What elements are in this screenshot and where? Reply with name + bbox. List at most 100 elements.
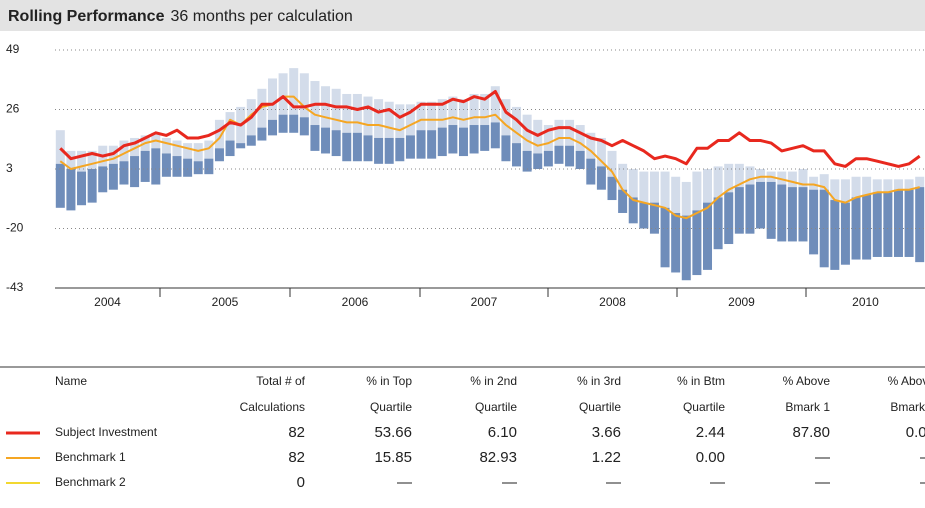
range-bar-lower bbox=[649, 202, 659, 234]
range-bar-upper bbox=[427, 101, 437, 131]
range-bar-lower bbox=[787, 187, 797, 242]
table-cell: — bbox=[815, 474, 830, 491]
range-bar-upper bbox=[278, 73, 288, 115]
range-bar-upper bbox=[352, 93, 362, 133]
range-bar-lower bbox=[130, 156, 140, 188]
range-bar-lower bbox=[904, 189, 914, 257]
table-cell: 6.10 bbox=[488, 424, 517, 441]
table-cell: 82 bbox=[288, 424, 305, 441]
range-bar-lower bbox=[427, 130, 437, 159]
range-bar-lower bbox=[384, 137, 394, 164]
range-bar-upper bbox=[130, 137, 140, 157]
range-bar-lower bbox=[840, 202, 850, 265]
row-name: Benchmark 1 bbox=[55, 450, 126, 464]
range-bar-lower bbox=[512, 143, 522, 167]
range-bar-upper bbox=[161, 137, 171, 154]
range-bar-lower bbox=[55, 163, 65, 208]
range-bar-upper bbox=[915, 176, 925, 188]
range-bar-upper bbox=[342, 93, 352, 133]
range-bar-lower bbox=[183, 158, 193, 177]
range-bar-upper bbox=[193, 143, 203, 162]
range-bar-lower bbox=[246, 135, 256, 146]
range-bar-lower bbox=[766, 181, 776, 239]
range-bar-lower bbox=[628, 197, 638, 224]
range-bar-upper bbox=[416, 101, 426, 131]
range-bar-upper bbox=[819, 174, 829, 190]
column-header: Quartile bbox=[683, 400, 725, 414]
title-line: Rolling Performance 36 months per calcula… bbox=[8, 8, 353, 25]
range-bar-upper bbox=[374, 99, 384, 138]
range-bar-lower bbox=[702, 202, 713, 270]
column-header: % Above bbox=[888, 374, 925, 388]
chart-title: Rolling Performance bbox=[8, 8, 165, 25]
table-cell: 2.44 bbox=[696, 424, 725, 441]
column-header: Name bbox=[55, 374, 87, 388]
range-bar-upper bbox=[480, 93, 490, 126]
table-cell: — bbox=[710, 474, 725, 491]
range-bar-upper bbox=[777, 171, 787, 185]
range-bar-lower bbox=[819, 189, 829, 268]
range-bar-lower bbox=[862, 194, 872, 260]
range-bar-lower bbox=[522, 150, 532, 172]
range-bar-lower bbox=[214, 148, 224, 162]
range-bar-lower bbox=[692, 210, 702, 276]
range-bar-lower bbox=[204, 158, 214, 175]
range-bar-lower bbox=[77, 171, 87, 206]
table-cell: 1.22 bbox=[592, 449, 621, 466]
range-bar-upper bbox=[607, 150, 617, 177]
column-header: % in 2nd bbox=[470, 374, 517, 388]
range-bar-upper bbox=[702, 169, 713, 203]
range-bar-upper bbox=[618, 163, 628, 190]
range-bar-lower bbox=[87, 169, 97, 203]
range-bar-lower bbox=[161, 153, 171, 177]
range-bar-upper bbox=[809, 176, 819, 190]
range-bar-upper bbox=[299, 73, 309, 118]
range-bar-lower bbox=[745, 184, 755, 234]
range-bar-upper bbox=[734, 163, 744, 188]
range-bar-upper bbox=[883, 179, 893, 193]
range-bar-upper bbox=[267, 78, 278, 120]
range-bar-upper bbox=[119, 140, 129, 162]
range-bar-lower bbox=[554, 145, 564, 164]
range-bar-lower bbox=[660, 207, 670, 268]
range-bar-upper bbox=[77, 150, 87, 172]
range-bar-lower bbox=[267, 119, 278, 136]
range-bar-upper bbox=[681, 181, 691, 216]
range-bar-lower bbox=[830, 200, 840, 270]
range-bar-upper bbox=[395, 104, 405, 138]
range-bar-upper bbox=[893, 179, 903, 190]
range-bar-upper bbox=[798, 169, 808, 188]
range-bar-lower bbox=[883, 192, 893, 257]
range-bar-lower bbox=[278, 114, 288, 133]
table-cell: 0.00 bbox=[696, 449, 725, 466]
y-tick-label: -43 bbox=[6, 280, 24, 294]
range-bar-upper bbox=[512, 106, 522, 144]
range-bar-lower bbox=[352, 132, 362, 162]
range-bar-upper bbox=[257, 88, 267, 128]
x-tick-label: 2007 bbox=[471, 295, 498, 309]
range-bar-lower bbox=[363, 135, 373, 162]
range-bar-lower bbox=[915, 187, 925, 263]
range-bar-lower bbox=[437, 127, 447, 157]
range-bar-lower bbox=[681, 215, 691, 281]
range-bar-upper bbox=[872, 179, 882, 193]
range-bar-upper bbox=[745, 166, 755, 185]
column-header: Bmark 1 bbox=[785, 400, 830, 414]
range-bar-lower bbox=[395, 137, 405, 162]
range-bar-upper bbox=[756, 169, 766, 182]
range-bar-upper bbox=[554, 119, 564, 146]
range-bar-lower bbox=[533, 153, 543, 169]
range-bar-lower bbox=[713, 197, 723, 250]
column-header: Calculations bbox=[240, 400, 305, 414]
range-bar-upper bbox=[851, 176, 861, 198]
range-bar-upper bbox=[172, 140, 182, 157]
range-bar-upper bbox=[904, 179, 914, 190]
range-bar-upper bbox=[713, 166, 723, 198]
range-bar-upper bbox=[565, 119, 575, 146]
table-cell: 82 bbox=[288, 449, 305, 466]
range-bar-lower bbox=[480, 125, 490, 151]
range-bar-lower bbox=[586, 158, 596, 185]
y-tick-label: 49 bbox=[6, 42, 20, 56]
range-bar-lower bbox=[140, 150, 150, 182]
range-bar-upper bbox=[639, 171, 649, 203]
